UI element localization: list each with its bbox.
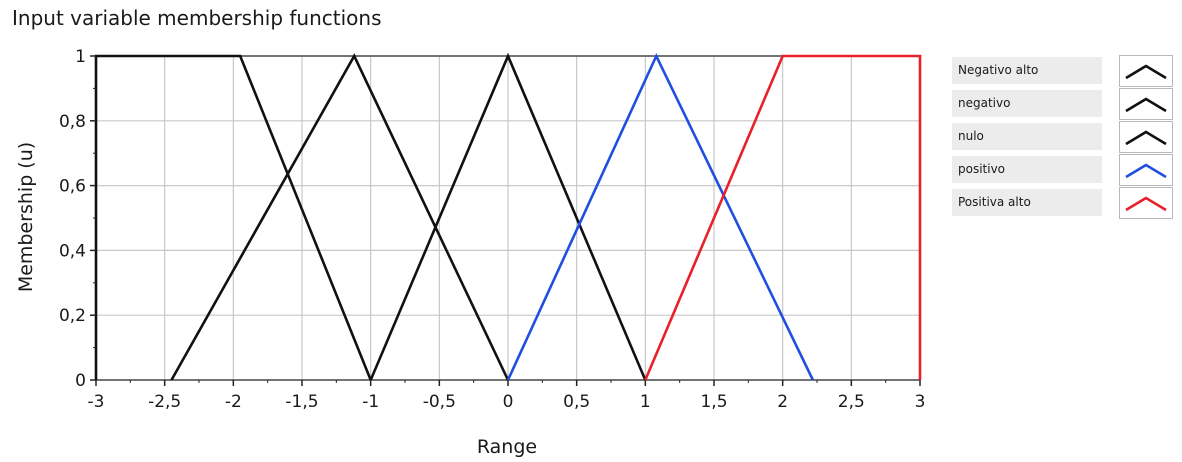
legend-swatch[interactable]: [1119, 154, 1173, 186]
x-tick-label: 1: [640, 392, 651, 412]
legend: Negativo alto negativo nulo positivo Positiv…: [952, 55, 1178, 222]
legend-item[interactable]: nulo: [952, 121, 1178, 156]
legend-swatch[interactable]: [1119, 121, 1173, 153]
y-tick-label: 0,6: [59, 177, 86, 197]
x-tick-label: -2,5: [148, 392, 181, 412]
triangle-shape-icon: [1125, 130, 1167, 146]
x-tick-label: -3: [88, 392, 105, 412]
triangle-shape-icon: [1125, 97, 1167, 113]
legend-item[interactable]: Negativo alto: [952, 55, 1178, 90]
legend-swatch-line: [1125, 97, 1167, 113]
series-line-2: [170, 53, 510, 381]
x-tick-label: 3: [915, 392, 926, 412]
y-tick-label: 0,2: [59, 306, 86, 326]
x-tick-label: 0,5: [563, 392, 590, 412]
x-tick-label: 0: [503, 392, 514, 412]
y-axis-label: Membership (u): [15, 142, 37, 292]
series-line-3: [369, 52, 647, 381]
y-tick-label: 0,4: [59, 241, 86, 261]
grid: [95, 55, 921, 381]
panel-title: Input variable membership functions: [12, 6, 382, 30]
x-tick-label: 2: [777, 392, 788, 412]
y-tick-label: 0: [75, 371, 86, 391]
legend-swatch-line: [1125, 130, 1167, 146]
y-tick-label: 1: [75, 47, 86, 67]
legend-label: negativo: [952, 90, 1102, 117]
y-tick-label: 0,8: [59, 112, 86, 132]
legend-swatch[interactable]: [1119, 55, 1173, 87]
legend-swatch-line: [1125, 196, 1167, 212]
triangle-shape-icon: [1125, 196, 1167, 212]
x-tick-label: -1: [362, 392, 379, 412]
legend-item[interactable]: Positiva alto: [952, 187, 1178, 222]
x-tick-label: -0,5: [423, 392, 456, 412]
series-line-5: [644, 54, 922, 381]
legend-label: Negativo alto: [952, 57, 1102, 84]
legend-swatch-line: [1125, 64, 1167, 80]
legend-label: Positiva alto: [952, 189, 1102, 216]
triangle-shape-icon: [1125, 64, 1167, 80]
triangle-shape-icon: [1125, 163, 1167, 179]
legend-swatch[interactable]: [1119, 88, 1173, 120]
x-tick-label: -2: [225, 392, 242, 412]
membership-chart: -3 -2,5 -2 -1,5 -1 -0,5 0 0,5 1 1,5 2 2,5 3 00,20,40…: [15, 47, 926, 458]
legend-label: nulo: [952, 123, 1102, 150]
legend-label: positivo: [952, 156, 1102, 183]
x-tick-label: 2,5: [838, 392, 865, 412]
x-axis-label: Range: [477, 436, 537, 458]
legend-item[interactable]: negativo: [952, 88, 1178, 123]
x-axis-ticks: -3 -2,5 -2 -1,5 -1 -0,5 0 0,5 1 1,5 2 2,5 3: [88, 380, 926, 412]
legend-item[interactable]: positivo: [952, 154, 1178, 189]
x-tick-label: -1,5: [285, 392, 318, 412]
legend-swatch[interactable]: [1119, 187, 1173, 219]
y-axis-ticks: 0 0,2 0,4 0,6 0,8 1: [59, 47, 96, 391]
series-line-4: [506, 52, 815, 381]
x-tick-label: 1,5: [700, 392, 727, 412]
series-lines: [94, 52, 922, 381]
legend-swatch-line: [1125, 163, 1167, 179]
